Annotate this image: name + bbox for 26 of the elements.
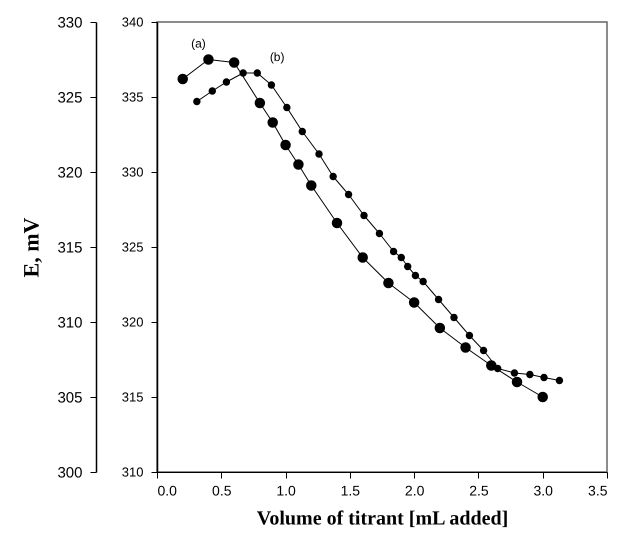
y-tick-label: 300 bbox=[57, 464, 82, 482]
y2-tick-label: 330 bbox=[122, 164, 144, 180]
y2-tick-label: 320 bbox=[122, 314, 144, 330]
series-label: (b) bbox=[270, 50, 284, 64]
x-axis-title: Volume of titrant [mL added] bbox=[256, 508, 508, 530]
x-tick-label: 0.5 bbox=[212, 482, 232, 498]
y2-tick-label: 340 bbox=[122, 14, 144, 30]
y-tick-label: 315 bbox=[57, 240, 82, 256]
series-label: (a) bbox=[191, 36, 206, 50]
y-tick-label: 310 bbox=[57, 314, 82, 332]
y-tick-label: 305 bbox=[57, 390, 82, 406]
y2-tick-label: 335 bbox=[122, 90, 144, 104]
x-tick-label: 2.5 bbox=[469, 482, 489, 498]
x-tick-label: 3.0 bbox=[533, 482, 554, 498]
x-tick-label: 1.0 bbox=[276, 482, 296, 498]
y-tick-label: 325 bbox=[57, 90, 82, 106]
y2-tick-label: 325 bbox=[122, 240, 144, 254]
y2-tick-label: 310 bbox=[122, 464, 144, 480]
x-tick-label: 2.0 bbox=[404, 482, 425, 498]
y-tick-label: 320 bbox=[57, 164, 82, 182]
y-tick-label: 330 bbox=[57, 14, 82, 32]
x-tick-label: 0.0 bbox=[158, 482, 178, 498]
y2-tick-label: 315 bbox=[122, 390, 144, 404]
y-axis-title: E, mV bbox=[18, 217, 44, 278]
x-tick-label: 1.5 bbox=[340, 482, 360, 498]
x-tick-label: 3.5 bbox=[588, 482, 608, 498]
